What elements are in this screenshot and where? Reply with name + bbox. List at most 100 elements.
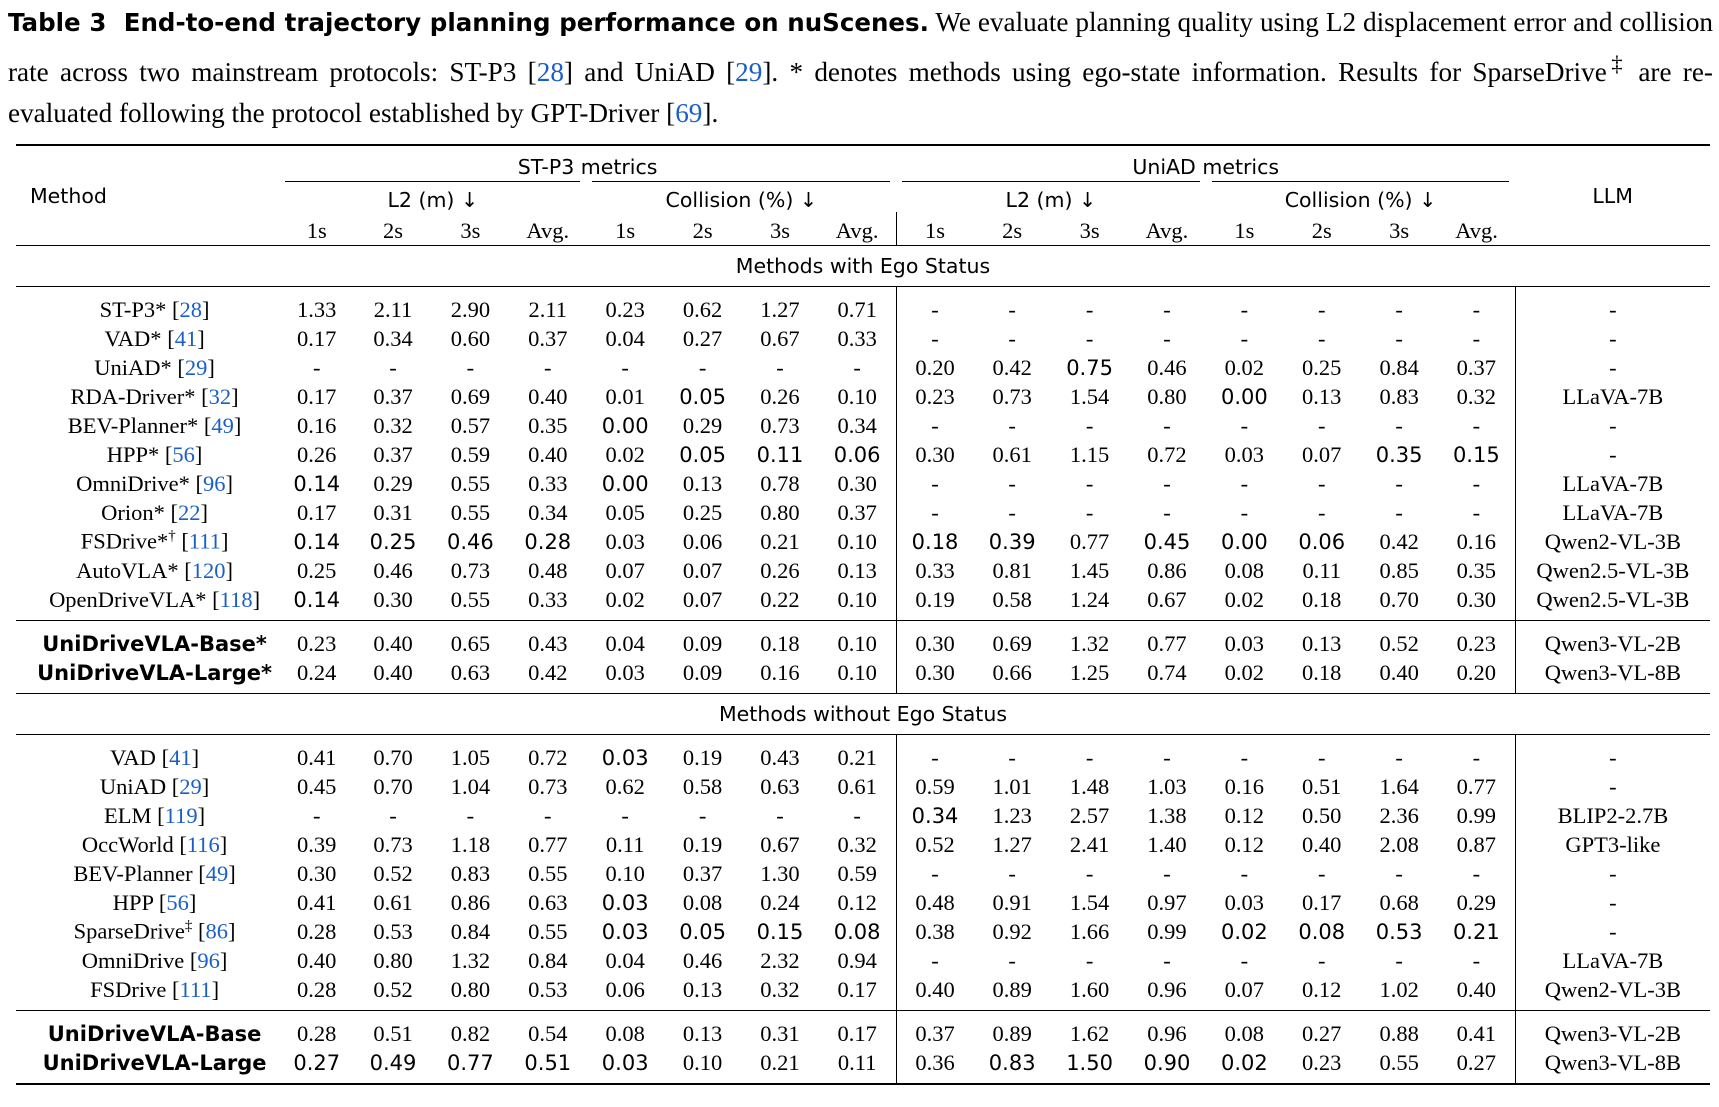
- metric-cell: 0.84: [1379, 354, 1419, 380]
- metric-cell: 0.42: [992, 354, 1032, 380]
- citation-link[interactable]: 49: [205, 860, 229, 886]
- metric-cell: 0.12: [1224, 802, 1265, 828]
- citation-link[interactable]: 32: [208, 383, 232, 409]
- citation-link[interactable]: 41: [169, 744, 192, 770]
- citation-link[interactable]: 28: [179, 296, 202, 322]
- method-name: UniDriveVLA-Base: [16, 1011, 279, 1049]
- citation-link[interactable]: 111: [179, 976, 212, 1002]
- metric-cell: 0.08: [1298, 919, 1346, 944]
- metric-cell: 0.10: [837, 586, 877, 612]
- citation-link[interactable]: 22: [178, 499, 201, 525]
- metric-cell: 2.11: [373, 296, 413, 322]
- metric-cell: -: [776, 354, 784, 380]
- citation-link[interactable]: 29: [184, 354, 208, 380]
- metric-cell: 0.40: [528, 383, 568, 409]
- method-name: HPP [56]: [112, 889, 197, 915]
- citation-link[interactable]: 119: [164, 802, 198, 828]
- metric-cell: 0.21: [760, 1049, 800, 1075]
- metric-cell: 0.08: [833, 919, 881, 944]
- metric-cell: 0.28: [297, 976, 337, 1002]
- metric-cell: 0.73: [450, 557, 491, 583]
- metric-cell: 0.03: [605, 528, 645, 554]
- citation-link[interactable]: 41: [174, 325, 198, 351]
- metric-cell: 0.36: [895, 1048, 974, 1084]
- metric-cell: 0.14: [293, 471, 341, 496]
- method-label: BEV-Planner: [73, 860, 193, 886]
- method-name: ST-P3* [28]: [99, 296, 210, 322]
- method-header: Method: [30, 183, 107, 208]
- metric-cell: 0.88: [1379, 1020, 1419, 1046]
- metric-cell: 0.37: [1456, 354, 1496, 380]
- citation-link[interactable]: 29: [735, 57, 763, 88]
- subcol-header: Avg.: [1455, 217, 1498, 243]
- metric-cell: -: [895, 946, 974, 975]
- metric-cell: 0.03: [1224, 441, 1265, 467]
- table-row: FSDrive*† [111] 0.14 0.25 0.46 0.28 0.03 0.06 0…: [16, 527, 1710, 556]
- table-row: FSDrive [111] 0.28 0.52 0.80 0.53 0.06 0.13 0.3…: [16, 975, 1710, 1011]
- our-method-name: UniDriveVLA-Base*: [42, 631, 267, 656]
- metric-cell: 0.38: [895, 917, 974, 946]
- metric-cell: 0.77: [1147, 630, 1187, 656]
- table-row: RDA-Driver* [32] 0.17 0.37 0.69 0.40 0.01 0.05…: [16, 382, 1710, 411]
- citation-link[interactable]: 120: [191, 557, 226, 583]
- table-row: VAD [41] 0.41 0.70 1.05 0.72 0.03 0.19 0.43 0.21…: [16, 734, 1710, 772]
- metric-cell: 0.63: [528, 889, 568, 915]
- method-label: RDA-Driver*: [70, 383, 196, 409]
- metric-cell: 1.32: [450, 947, 491, 973]
- metric-cell: 0.32: [1456, 383, 1496, 409]
- metric-cell: 0.84: [528, 947, 568, 973]
- metric-cell: 0.39: [988, 529, 1036, 554]
- metric-cell: 0.89: [992, 1020, 1032, 1046]
- metric-cell: 0.75: [1066, 355, 1113, 380]
- llm-cell: Qwen3-VL-8B: [1514, 658, 1710, 694]
- metric-cell: 0.29: [373, 470, 413, 496]
- metric-cell: -: [895, 498, 974, 527]
- method-name: OccWorld [116]: [81, 831, 228, 857]
- metric-cell: 0.55: [450, 470, 491, 496]
- llm-cell: Qwen2-VL-3B: [1514, 975, 1710, 1011]
- citation-link[interactable]: 28: [536, 57, 564, 88]
- metric-cell: 1.60: [1069, 976, 1110, 1002]
- metric-cell: 0.53: [528, 976, 568, 1002]
- citation-link[interactable]: 96: [197, 947, 220, 973]
- metric-cell: 0.41: [297, 744, 337, 770]
- metric-cell: 0.19: [682, 744, 723, 770]
- metric-cell: 0.07: [682, 557, 723, 583]
- metric-cell: 0.78: [760, 470, 800, 496]
- table-row: OmniDrive [96] 0.40 0.80 1.32 0.84 0.04 0.46 2.…: [16, 946, 1710, 975]
- metric-cell: 0.89: [992, 976, 1032, 1002]
- metric-cell: -: [312, 354, 321, 380]
- citation-link[interactable]: 56: [166, 889, 189, 915]
- table-row: Orion* [22] 0.17 0.31 0.55 0.34 0.05 0.25 0.80 0…: [16, 498, 1710, 527]
- llm-cell: Qwen3-VL-8B: [1514, 1048, 1710, 1084]
- metric-cell: 0.40: [297, 947, 337, 973]
- metric-cell: 0.22: [760, 586, 800, 612]
- citation-link[interactable]: 69: [675, 98, 703, 129]
- citation-link[interactable]: 49: [211, 412, 234, 438]
- citation-link[interactable]: 29: [179, 773, 202, 799]
- uniad-collision-header: Collision (%) ↓: [1211, 181, 1510, 212]
- llm-cell: -: [1514, 440, 1710, 469]
- metric-cell: 0.16: [760, 659, 800, 685]
- metric-cell: 0.57: [450, 412, 491, 438]
- metric-cell: 0.99: [1147, 918, 1187, 944]
- metric-cell: 0.34: [528, 499, 568, 525]
- citation-link[interactable]: 118: [219, 586, 253, 612]
- metric-cell: 0.96: [1147, 1020, 1187, 1046]
- metric-cell: -: [1472, 499, 1481, 525]
- metric-cell: 0.53: [373, 918, 413, 944]
- citation-link[interactable]: 86: [205, 918, 228, 944]
- metric-cell: -: [1317, 325, 1326, 351]
- metric-cell: 0.83: [1379, 383, 1419, 409]
- table-row: UniDriveVLA-Base* 0.23 0.40 0.65 0.43 0.04 0.0…: [16, 620, 1710, 658]
- citation-link[interactable]: 116: [186, 831, 220, 857]
- citation-link[interactable]: 56: [172, 441, 195, 467]
- metric-cell: 0.01: [605, 383, 645, 409]
- metric-cell: 0.10: [605, 860, 645, 886]
- metric-cell: 0.43: [760, 744, 800, 770]
- citation-link[interactable]: 96: [203, 470, 226, 496]
- metric-cell: -: [1472, 325, 1481, 351]
- metric-cell: -: [1163, 470, 1171, 496]
- metric-cell: -: [1085, 860, 1094, 886]
- citation-link[interactable]: 111: [188, 528, 221, 554]
